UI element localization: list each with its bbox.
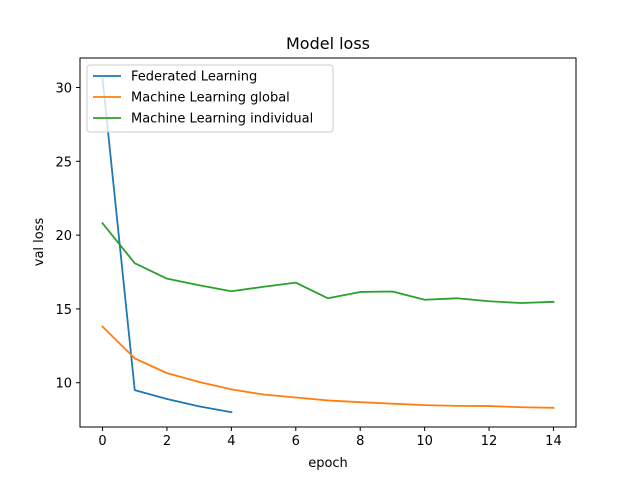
x-tick-label: 12 [481,434,498,449]
y-tick-label: 10 [55,377,72,392]
chart-title: Model loss [286,34,370,53]
y-tick-label: 30 [55,82,72,97]
legend-label-0: Federated Learning [131,70,257,85]
legend-label-1: Machine Learning global [131,91,290,106]
y-tick-label: 25 [55,155,72,170]
x-tick-label: 0 [98,434,106,449]
legend-label-2: Machine Learning individual [131,112,313,127]
x-tick-label: 4 [227,434,235,449]
x-tick-label: 6 [292,434,300,449]
x-axis-label: epoch [308,456,348,471]
y-axis-label: val loss [32,218,47,267]
legend: Federated Learning Machine Learning globa… [87,65,333,132]
x-tick-label: 14 [545,434,562,449]
x-tick-label: 10 [416,434,433,449]
y-tick-label: 15 [55,303,72,318]
y-tick-label: 20 [55,229,72,244]
x-tick-label: 2 [163,434,171,449]
x-tick-label: 8 [356,434,364,449]
